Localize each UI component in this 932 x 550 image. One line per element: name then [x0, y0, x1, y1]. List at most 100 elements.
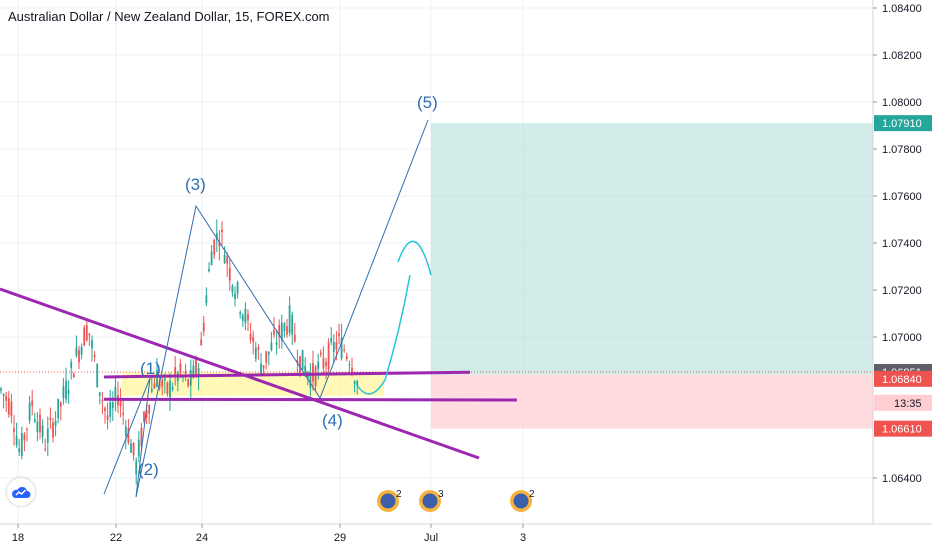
candle-body — [270, 342, 273, 351]
candle-body — [210, 251, 213, 266]
candle-body — [143, 411, 145, 422]
candle-body — [218, 241, 221, 247]
candle-body — [163, 378, 166, 381]
price-tick-label: 1.07200 — [882, 285, 922, 297]
candle-body — [124, 426, 127, 436]
candle-body — [327, 342, 330, 370]
candle-body — [75, 347, 78, 356]
descending-trendline[interactable] — [0, 287, 480, 460]
candle-body — [83, 327, 86, 346]
candle-body — [205, 295, 208, 304]
resistance-line[interactable] — [103, 370, 471, 379]
wave-label: (4) — [322, 411, 343, 430]
candle-body — [15, 436, 18, 446]
price-axis-bg — [873, 0, 932, 524]
countdown-bg — [874, 394, 932, 411]
candle-body — [278, 324, 281, 338]
price-tick-label: 1.07600 — [882, 191, 922, 203]
candle-body — [228, 267, 231, 281]
candle-body — [299, 356, 301, 375]
candle-body — [150, 388, 153, 392]
candle-body — [252, 337, 255, 343]
candle-body — [215, 233, 218, 240]
candle-body — [286, 326, 288, 335]
support-line[interactable] — [103, 397, 518, 402]
candle-body — [106, 415, 109, 420]
stop-price-tag-bg — [874, 420, 932, 437]
candle-body — [111, 402, 114, 409]
candle-body — [98, 392, 101, 396]
candle-body — [65, 380, 67, 400]
candle-body — [5, 395, 8, 401]
candle-body — [179, 363, 182, 374]
candle-body — [18, 448, 21, 453]
entry-price-tag[interactable]: 1.06840 — [874, 370, 932, 387]
candle-body — [265, 351, 268, 363]
candle-body — [62, 386, 65, 399]
candle-body — [304, 365, 307, 376]
drawings[interactable]: (1) (2) (3) (4) (5) — [0, 93, 518, 498]
time-axis-bg — [0, 524, 932, 550]
price-tick-label: 1.07800 — [882, 144, 922, 156]
time-axis[interactable]: 18 22 24 29 Jul 3 — [0, 523, 932, 550]
candle-body — [213, 239, 216, 255]
time-tick-label: 18 — [12, 532, 24, 544]
candle-body — [80, 346, 83, 355]
candle-body — [140, 427, 143, 447]
stop-price-tag[interactable]: 1.06610 — [874, 420, 932, 437]
event-badge[interactable]: 2 — [510, 489, 535, 512]
elliott-wave-line[interactable] — [103, 119, 429, 498]
event-badges[interactable]: 2 3 2 — [377, 489, 535, 512]
event-badge[interactable]: 2 — [377, 489, 402, 512]
tradingview-logo-icon[interactable] — [7, 478, 35, 506]
flag-icon — [380, 493, 396, 509]
price-tick-label: 1.08000 — [882, 97, 922, 109]
time-tick-label: 29 — [334, 532, 346, 544]
candle-body — [192, 365, 195, 378]
candle-body — [109, 402, 112, 417]
candle-body — [280, 322, 283, 341]
candle-body — [78, 349, 80, 363]
candle-body — [13, 428, 15, 432]
candle-body — [332, 342, 335, 353]
candle-body — [28, 402, 31, 421]
wave-label: (3) — [185, 175, 206, 194]
candle-body — [296, 359, 299, 364]
candle-body — [319, 352, 322, 355]
price-tick-label: 1.08200 — [882, 50, 922, 62]
countdown-label: 13:35 — [894, 398, 922, 410]
candle-body — [46, 428, 49, 443]
stop-price-tag-label: 1.06610 — [882, 424, 922, 436]
candle-body — [156, 370, 158, 387]
candle-body — [132, 442, 135, 456]
candle-body — [288, 305, 291, 333]
projected-arc[interactable] — [397, 240, 432, 276]
time-tick-label: 22 — [110, 532, 122, 544]
projected-path[interactable] — [356, 274, 411, 395]
candle-body — [39, 414, 41, 433]
candle-body — [247, 314, 249, 321]
event-badge[interactable]: 3 — [419, 489, 444, 512]
candle-body — [166, 382, 169, 394]
wave-label: (2) — [138, 460, 159, 479]
candle-body — [231, 285, 234, 293]
candle-body — [257, 347, 260, 350]
candle-body — [208, 269, 210, 272]
position-zones — [0, 123, 873, 429]
event-count: 3 — [438, 489, 444, 500]
candle-body — [174, 367, 177, 376]
candle-body — [171, 387, 174, 390]
candle-body — [221, 229, 223, 233]
target-price-tag[interactable]: 1.07910 — [874, 115, 932, 132]
price-tick-label: 1.07000 — [882, 332, 922, 344]
candle-body — [49, 418, 52, 420]
candle-body — [70, 361, 73, 368]
candle-body — [33, 419, 36, 422]
take-profit-zone — [431, 123, 873, 375]
candle-body — [161, 379, 164, 387]
candle-body — [325, 362, 327, 367]
candle-body — [23, 434, 26, 441]
candle-body — [309, 372, 312, 389]
price-axis[interactable]: 1.08400 1.08200 1.08000 1.07800 1.07600 1.074… — [872, 0, 932, 524]
